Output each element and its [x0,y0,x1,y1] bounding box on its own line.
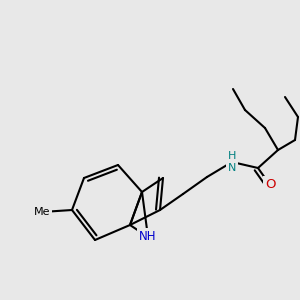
Text: Me: Me [34,207,50,217]
Text: H
N: H N [228,151,236,173]
Text: NH: NH [139,230,157,244]
Text: O: O [265,178,275,191]
